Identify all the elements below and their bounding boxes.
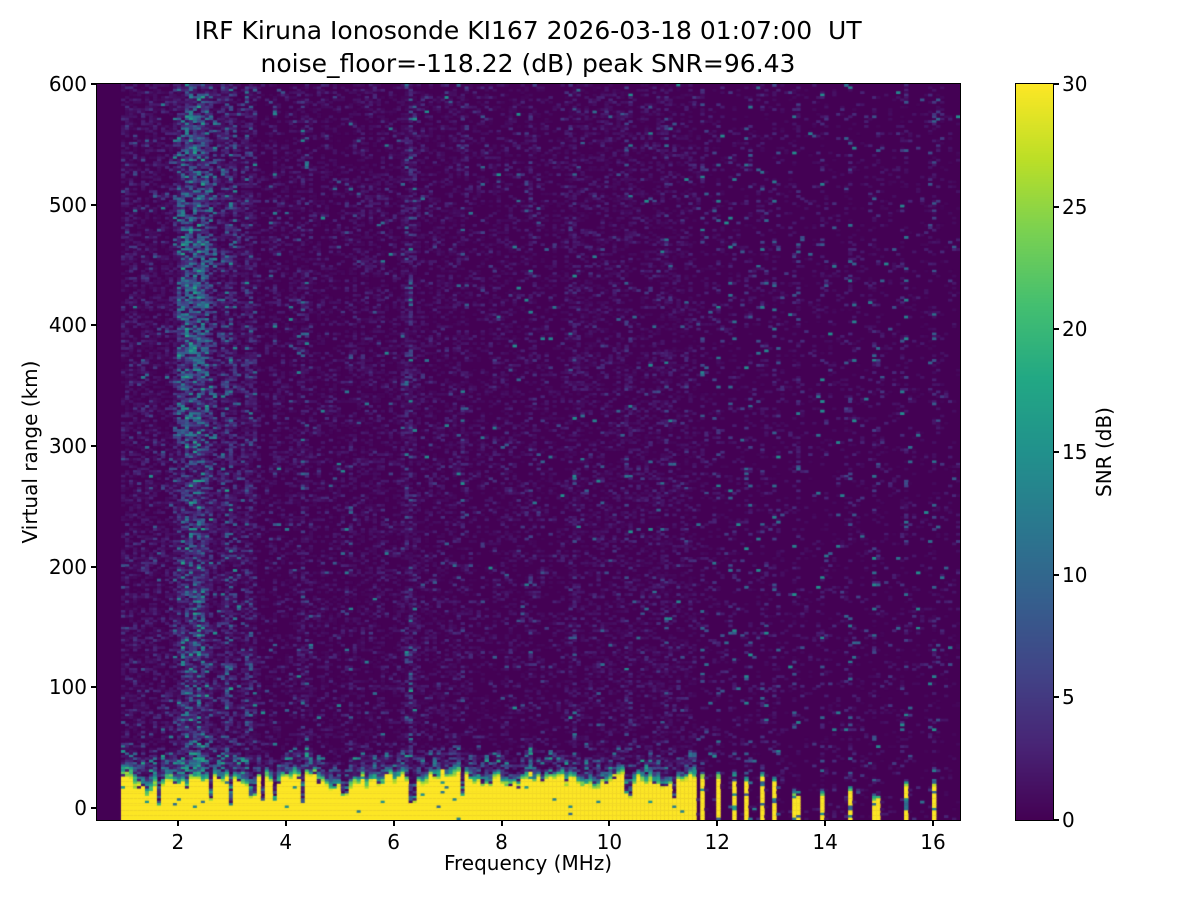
x-tick-label: 8 xyxy=(495,830,508,854)
x-tick-label: 6 xyxy=(387,830,401,854)
colorbar-tick-label: 5 xyxy=(1062,685,1075,710)
colorbar-tick-label: 15 xyxy=(1062,440,1088,464)
x-tick-mark xyxy=(500,821,503,826)
colorbar-tick-mark xyxy=(1054,83,1059,85)
colorbar-tick-label: 10 xyxy=(1062,562,1088,587)
colorbar-tick-mark xyxy=(1054,573,1059,576)
title-line2: noise_floor=-118.22 (dB) peak SNR=96.43 xyxy=(260,49,796,78)
x-tick-label: 14 xyxy=(812,830,838,854)
x-tick-mark xyxy=(824,821,827,826)
colorbar-tick-label: 30 xyxy=(1062,72,1088,96)
y-tick-mark xyxy=(91,83,96,85)
x-tick-label: 10 xyxy=(596,830,623,854)
x-tick-label: 16 xyxy=(920,830,946,854)
x-axis-label: Frequency (MHz) xyxy=(443,851,613,875)
x-tick-mark xyxy=(608,821,611,826)
y-tick-mark xyxy=(91,806,96,809)
x-tick-label: 2 xyxy=(171,830,185,854)
colorbar-tick-mark xyxy=(1054,205,1059,208)
x-tick-mark xyxy=(284,821,287,826)
colorbar-tick-label: 25 xyxy=(1062,194,1088,219)
y-tick-label: 300 xyxy=(48,433,87,458)
x-tick-mark xyxy=(392,821,395,826)
colorbar-tick-mark xyxy=(1054,451,1059,453)
x-tick-mark xyxy=(176,821,179,826)
y-tick-mark xyxy=(91,686,96,689)
y-tick-mark xyxy=(91,324,96,327)
colorbar-tick-label: 0 xyxy=(1062,808,1075,832)
y-tick-label: 100 xyxy=(48,675,87,700)
colorbar-label: SNR (dB) xyxy=(1092,407,1116,497)
y-tick-label: 400 xyxy=(48,313,87,338)
plot-title: IRF Kiruna Ionosonde KI167 2026-03-18 01… xyxy=(194,14,861,80)
colorbar-tick-mark xyxy=(1054,696,1059,699)
x-tick-mark xyxy=(932,821,935,826)
y-tick-mark xyxy=(91,444,96,447)
x-tick-mark xyxy=(716,821,719,826)
colorbar-tick-mark xyxy=(1054,328,1059,331)
title-line1: IRF Kiruna Ionosonde KI167 2026-03-18 01… xyxy=(194,16,862,45)
ionogram-heatmap xyxy=(96,83,961,821)
y-tick-mark xyxy=(91,565,96,568)
colorbar-tick-label: 20 xyxy=(1062,317,1088,342)
y-tick-mark xyxy=(91,203,96,206)
y-tick-label: 500 xyxy=(48,192,87,217)
y-tick-label: 0 xyxy=(74,795,87,820)
x-tick-label: 4 xyxy=(279,830,293,854)
colorbar-tick-mark xyxy=(1054,819,1059,821)
colorbar-gradient xyxy=(1015,83,1054,821)
x-tick-label: 12 xyxy=(704,830,731,854)
y-tick-label: 600 xyxy=(48,72,87,96)
y-tick-label: 200 xyxy=(48,554,87,579)
